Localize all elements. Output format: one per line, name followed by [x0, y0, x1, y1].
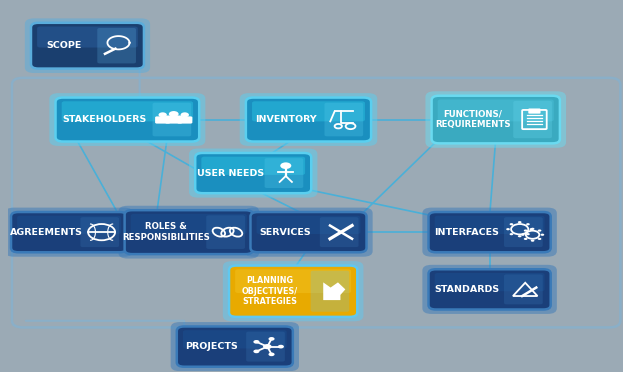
FancyBboxPatch shape: [17, 216, 121, 234]
Circle shape: [181, 112, 189, 117]
FancyBboxPatch shape: [426, 91, 566, 148]
FancyBboxPatch shape: [257, 216, 360, 234]
FancyBboxPatch shape: [62, 101, 193, 121]
Circle shape: [518, 221, 521, 223]
Circle shape: [278, 345, 284, 349]
Text: FUNCTIONS/
REQUIREMENTS: FUNCTIONS/ REQUIREMENTS: [435, 110, 510, 129]
FancyBboxPatch shape: [504, 275, 543, 304]
FancyBboxPatch shape: [183, 330, 287, 349]
FancyBboxPatch shape: [177, 116, 193, 124]
FancyBboxPatch shape: [513, 101, 552, 138]
Circle shape: [526, 233, 530, 235]
FancyBboxPatch shape: [31, 23, 144, 68]
Circle shape: [541, 234, 545, 236]
Circle shape: [510, 223, 513, 225]
FancyBboxPatch shape: [80, 217, 119, 247]
Circle shape: [254, 340, 260, 344]
FancyBboxPatch shape: [223, 261, 363, 321]
FancyBboxPatch shape: [125, 210, 253, 254]
Circle shape: [524, 238, 528, 240]
Text: ROLES &
RESPONSIBILITIES: ROLES & RESPONSIBILITIES: [122, 222, 210, 242]
Circle shape: [538, 230, 541, 232]
Text: AGREEMENTS: AGREEMENTS: [9, 228, 82, 237]
Circle shape: [521, 234, 525, 236]
FancyBboxPatch shape: [201, 157, 305, 175]
Text: INTERFACES: INTERFACES: [434, 228, 499, 237]
FancyBboxPatch shape: [25, 18, 150, 73]
FancyBboxPatch shape: [252, 101, 365, 121]
FancyBboxPatch shape: [11, 212, 127, 252]
Circle shape: [530, 228, 533, 230]
FancyBboxPatch shape: [37, 26, 138, 48]
FancyBboxPatch shape: [177, 327, 293, 367]
FancyBboxPatch shape: [435, 216, 545, 234]
Text: USER NEEDS: USER NEEDS: [197, 169, 264, 177]
FancyBboxPatch shape: [153, 103, 191, 137]
FancyBboxPatch shape: [429, 212, 551, 252]
FancyBboxPatch shape: [206, 215, 245, 249]
FancyBboxPatch shape: [97, 28, 136, 63]
FancyBboxPatch shape: [55, 97, 199, 141]
FancyBboxPatch shape: [165, 115, 183, 124]
Text: SCOPE: SCOPE: [47, 41, 82, 50]
FancyBboxPatch shape: [422, 208, 557, 257]
Text: PLANNING
OBJECTIVES/
STRATEGIES: PLANNING OBJECTIVES/ STRATEGIES: [242, 276, 298, 306]
Text: PROJECTS: PROJECTS: [186, 342, 238, 351]
Circle shape: [518, 235, 521, 237]
Circle shape: [263, 344, 272, 349]
Text: INVENTORY: INVENTORY: [255, 115, 316, 124]
FancyBboxPatch shape: [320, 217, 358, 247]
FancyBboxPatch shape: [246, 332, 285, 362]
Circle shape: [531, 228, 535, 230]
FancyBboxPatch shape: [422, 265, 557, 314]
FancyBboxPatch shape: [250, 212, 366, 252]
FancyBboxPatch shape: [265, 158, 303, 188]
FancyBboxPatch shape: [5, 208, 133, 257]
Text: STAKEHOLDERS: STAKEHOLDERS: [62, 115, 146, 124]
Text: STANDARDS: STANDARDS: [434, 285, 499, 294]
Circle shape: [524, 230, 528, 232]
FancyBboxPatch shape: [49, 93, 206, 146]
Circle shape: [280, 162, 292, 169]
FancyBboxPatch shape: [429, 269, 551, 310]
Circle shape: [506, 228, 510, 230]
FancyBboxPatch shape: [432, 96, 560, 143]
FancyBboxPatch shape: [189, 148, 317, 198]
FancyBboxPatch shape: [246, 97, 371, 141]
Polygon shape: [323, 282, 345, 300]
FancyBboxPatch shape: [240, 93, 378, 146]
Circle shape: [269, 337, 275, 341]
FancyBboxPatch shape: [311, 271, 350, 312]
FancyBboxPatch shape: [171, 322, 299, 371]
FancyBboxPatch shape: [244, 208, 373, 257]
FancyBboxPatch shape: [504, 217, 543, 247]
Circle shape: [510, 233, 513, 235]
FancyBboxPatch shape: [435, 273, 545, 291]
FancyBboxPatch shape: [325, 103, 363, 137]
Circle shape: [158, 112, 167, 117]
Circle shape: [254, 350, 260, 353]
Circle shape: [538, 238, 541, 240]
FancyBboxPatch shape: [235, 269, 351, 293]
FancyBboxPatch shape: [131, 214, 247, 234]
FancyBboxPatch shape: [528, 109, 541, 113]
FancyBboxPatch shape: [229, 266, 358, 317]
FancyBboxPatch shape: [118, 206, 259, 259]
Circle shape: [169, 111, 179, 117]
Circle shape: [269, 353, 275, 356]
Text: SERVICES: SERVICES: [260, 228, 312, 237]
FancyBboxPatch shape: [195, 153, 312, 193]
FancyBboxPatch shape: [438, 99, 554, 121]
Circle shape: [526, 223, 530, 225]
Circle shape: [531, 240, 535, 242]
FancyBboxPatch shape: [155, 116, 170, 124]
